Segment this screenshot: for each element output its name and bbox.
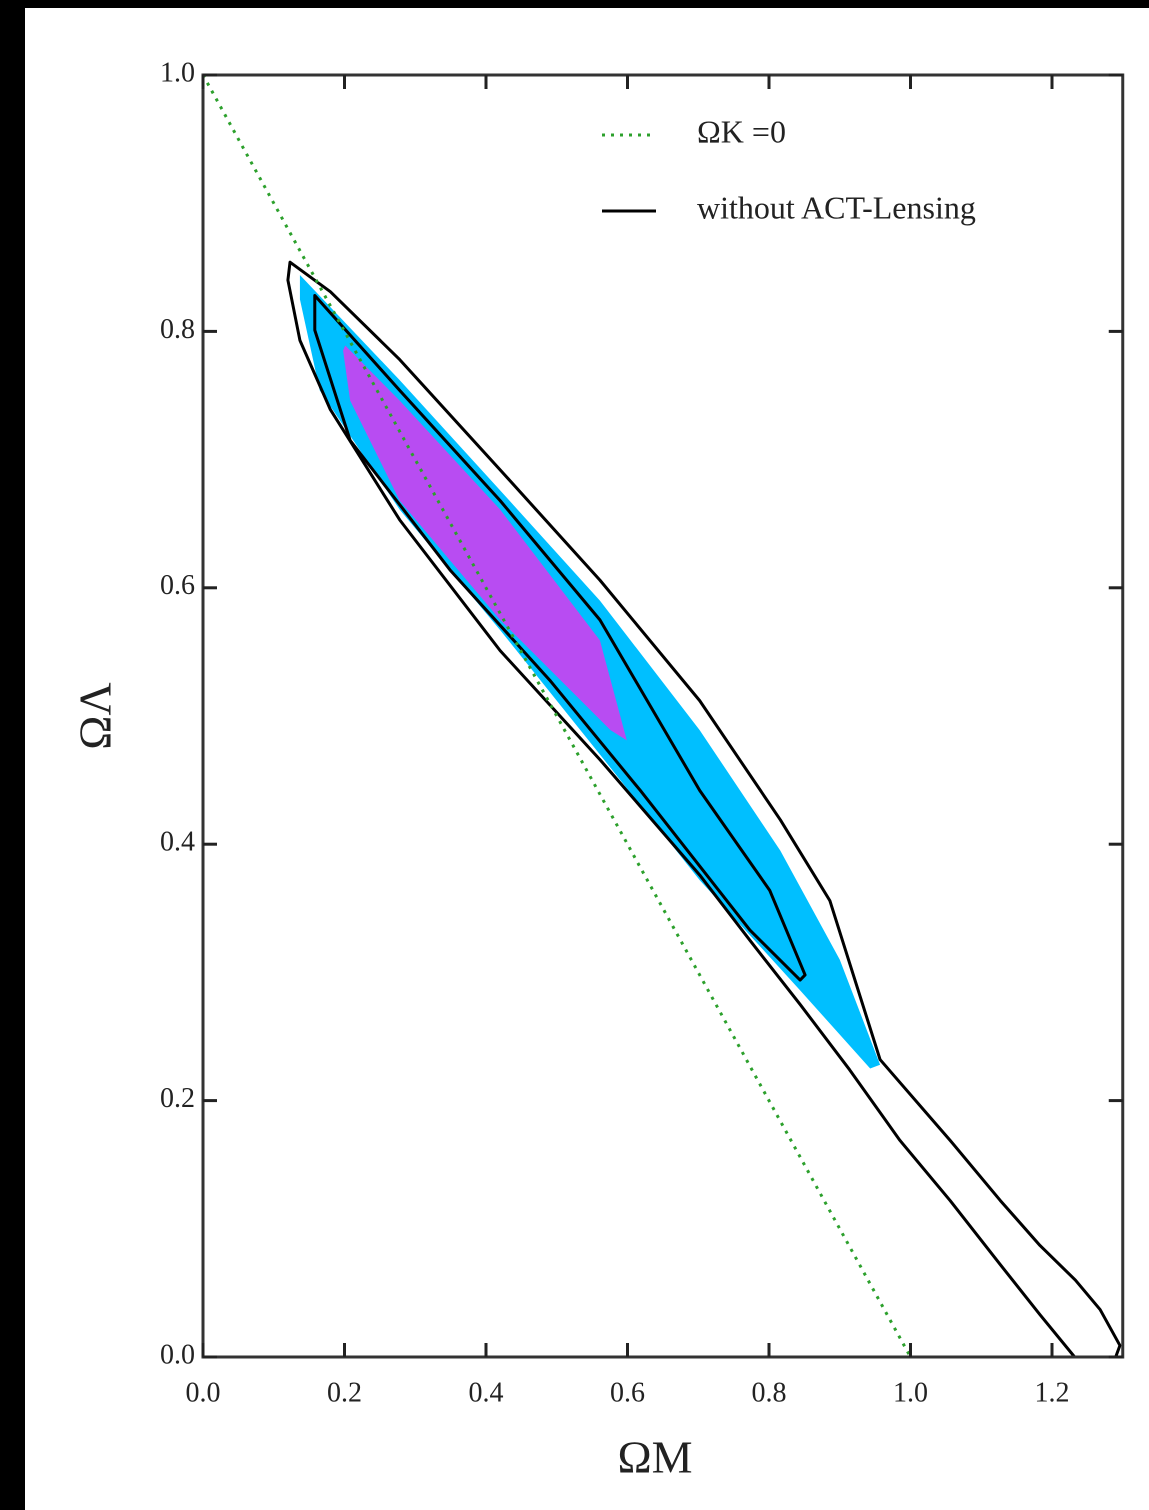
y-tick-label: 0.4 bbox=[160, 827, 195, 858]
legend-label: ΩK =0 bbox=[697, 113, 786, 149]
panel bbox=[25, 8, 1149, 1510]
y-tick-label: 0.6 bbox=[160, 570, 195, 601]
x-tick-label: 0.6 bbox=[610, 1377, 645, 1408]
contour-line bbox=[313, 294, 807, 982]
plot-frame bbox=[201, 73, 1125, 1359]
y-tick-label: 1.0 bbox=[160, 57, 195, 88]
reference-line bbox=[201, 74, 912, 1358]
contour-fill bbox=[343, 345, 627, 741]
x-tick-label: 1.0 bbox=[893, 1377, 928, 1408]
x-axis-label: ΩM bbox=[617, 1432, 692, 1483]
x-tick-label: 0.4 bbox=[469, 1377, 504, 1408]
x-tick-label: 0.0 bbox=[186, 1377, 221, 1408]
x-tick-label: 0.2 bbox=[327, 1377, 362, 1408]
y-tick-label: 0.0 bbox=[160, 1339, 195, 1370]
x-tick-label: 0.8 bbox=[752, 1377, 787, 1408]
y-axis-label: ΩΛ bbox=[70, 682, 121, 750]
legend-label: without ACT-Lensing bbox=[697, 189, 976, 225]
x-tick-label: 1.2 bbox=[1035, 1377, 1070, 1408]
y-tick-label: 0.8 bbox=[160, 314, 195, 345]
y-tick-label: 0.2 bbox=[160, 1083, 195, 1114]
